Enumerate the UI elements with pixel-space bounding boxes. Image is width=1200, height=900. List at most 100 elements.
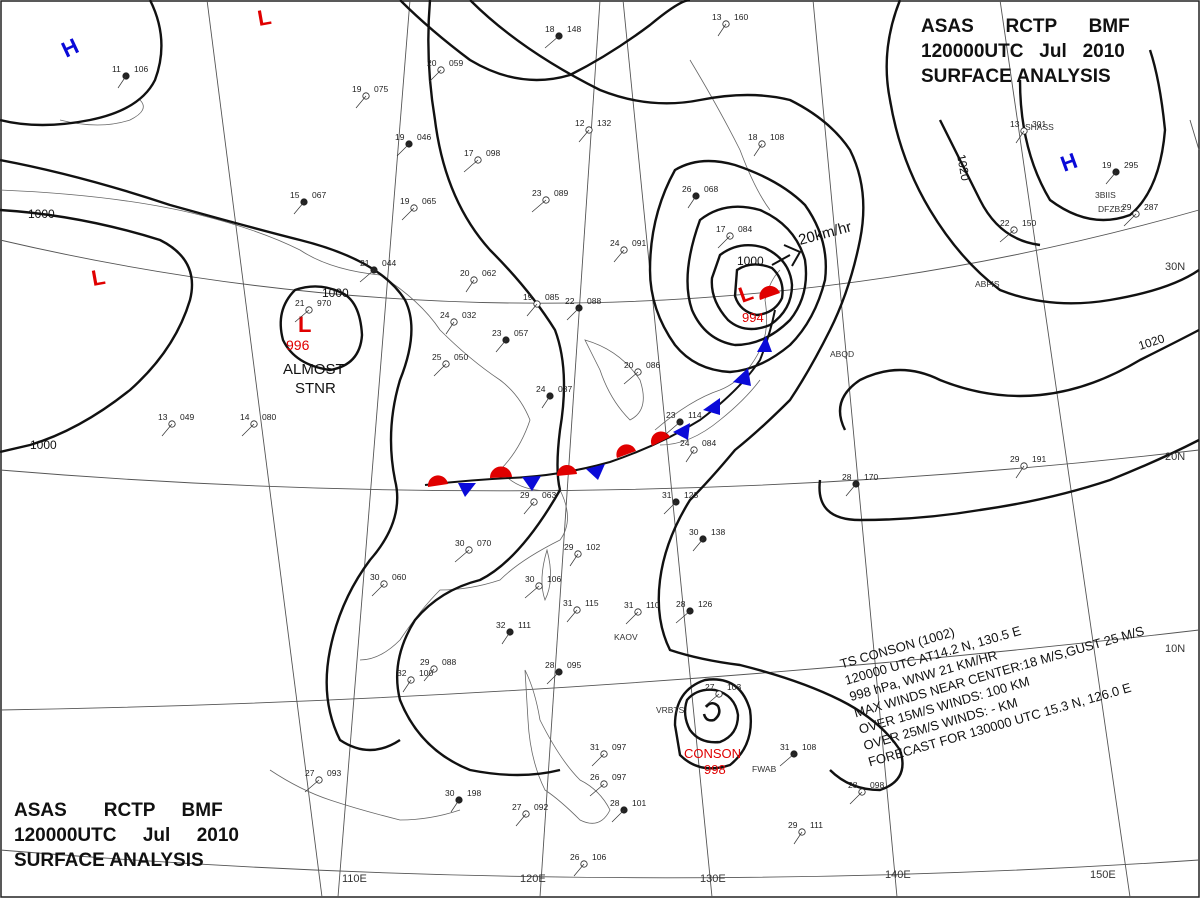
isobar — [427, 0, 566, 491]
coastline — [59, 99, 144, 126]
header-bureau: BMF — [1088, 16, 1130, 37]
header-line-2: 120000UTC Jul 2010 — [14, 823, 314, 848]
station-pressure: 088 — [442, 657, 456, 667]
longitude-label: 150E — [1090, 869, 1116, 881]
isobar-label: 1000 — [30, 438, 57, 452]
header-agency: ASAS — [921, 16, 974, 37]
wind-barb — [793, 831, 803, 845]
station-temperature: 24 — [610, 238, 620, 248]
station-temperature: 19 — [1102, 160, 1112, 170]
wind-barb — [531, 199, 547, 213]
station-temperature: 18 — [545, 24, 555, 34]
wind-barb — [428, 69, 442, 83]
wind-barb — [450, 799, 460, 813]
station-id: FWAB — [752, 764, 777, 774]
station-temperature: 19 — [523, 292, 533, 302]
station-temperature: 17 — [464, 148, 474, 158]
chart-header-top: ASAS RCTP BMF 120000UTC Jul 2010 SURFACE… — [921, 14, 1181, 89]
front-line — [424, 309, 776, 486]
station-pressure: 101 — [632, 798, 646, 808]
station-pressure: 062 — [482, 268, 496, 278]
coastline — [659, 379, 761, 446]
wind-barb — [161, 423, 173, 437]
wind-barb — [1015, 130, 1025, 144]
wind-barb — [433, 363, 447, 377]
station-temperature: 18 — [748, 132, 758, 142]
isobar — [818, 438, 1200, 522]
station-id: ABQD — [830, 349, 854, 359]
meridian-line — [1189, 119, 1200, 151]
isobars — [0, 0, 1200, 792]
station-pressure: 060 — [392, 572, 406, 582]
coastline — [0, 189, 568, 661]
coastlines — [0, 59, 781, 824]
low-center-label: L — [298, 312, 311, 337]
wind-barb — [589, 783, 605, 797]
wind-barb — [463, 159, 479, 173]
isobar — [686, 205, 808, 347]
cold-front-triangle — [586, 464, 605, 480]
station-pressure: 106 — [134, 64, 148, 74]
station-temperature: 19 — [395, 132, 405, 142]
wind-barb — [569, 553, 579, 567]
station-pressure: 150 — [1022, 218, 1036, 228]
station-pressure: 191 — [1032, 454, 1046, 464]
cold-front-triangle — [703, 398, 720, 415]
header-time: 120000UTC — [921, 41, 1024, 62]
isobar — [1018, 49, 1167, 222]
parallel-line — [0, 209, 1200, 304]
isobar — [673, 678, 752, 770]
station-temperature: 26 — [590, 772, 600, 782]
isobar — [279, 285, 364, 372]
station-temperature: 22 — [565, 296, 575, 306]
wind-barb — [526, 303, 538, 317]
wind-barb — [304, 779, 320, 793]
warm-front-bump — [427, 475, 448, 487]
station-temperature: 19 — [400, 196, 410, 206]
wind-barb — [573, 863, 585, 877]
station-temperature: 20 — [624, 360, 634, 370]
wind-barb — [359, 269, 375, 283]
header-year: 2010 — [1082, 41, 1125, 62]
wind-barb — [523, 501, 535, 515]
parallel-line — [0, 629, 1200, 711]
station-temperature: 27 — [512, 802, 522, 812]
station-temperature: 27 — [705, 682, 715, 692]
station-temperature: 17 — [716, 224, 726, 234]
wind-barb — [524, 585, 540, 599]
wind-barb — [396, 143, 410, 157]
station-pressure: 044 — [382, 258, 396, 268]
wind-barb — [753, 143, 763, 157]
meridian-line — [206, 0, 323, 898]
station-temperature: 30 — [370, 572, 380, 582]
station-temperature: 31 — [780, 742, 790, 752]
station-temperature: 30 — [525, 574, 535, 584]
wind-barb — [578, 129, 590, 143]
wind-barb — [546, 671, 560, 685]
parallel-line — [0, 849, 1200, 879]
station-pressure: 091 — [632, 238, 646, 248]
isobar — [938, 119, 1041, 247]
station-pressure: 088 — [587, 296, 601, 306]
station-id: ABFIS — [975, 279, 1000, 289]
warm-front-segments — [427, 285, 780, 487]
station-temperature: 29 — [1122, 202, 1132, 212]
station-temperature: 32 — [496, 620, 506, 630]
station-temperature: 30 — [689, 527, 699, 537]
station-pressure: 138 — [711, 527, 725, 537]
station-pressure: 085 — [545, 292, 559, 302]
coastline — [689, 59, 771, 211]
wind-barb — [566, 307, 580, 321]
station-pressure: 198 — [467, 788, 481, 798]
wind-barb — [845, 483, 857, 497]
low-pressure-value: 994 — [742, 310, 764, 325]
station-pressure: 295 — [1124, 160, 1138, 170]
wind-barb — [294, 309, 310, 323]
station-pressure: 123 — [684, 490, 698, 500]
longitude-label: 130E — [700, 873, 726, 885]
cold-front-triangle — [673, 423, 690, 440]
station-temperature: 31 — [563, 598, 573, 608]
station-temperature: 13 — [1010, 119, 1020, 129]
station-temperature: 25 — [432, 352, 442, 362]
station-temperature: 24 — [440, 310, 450, 320]
